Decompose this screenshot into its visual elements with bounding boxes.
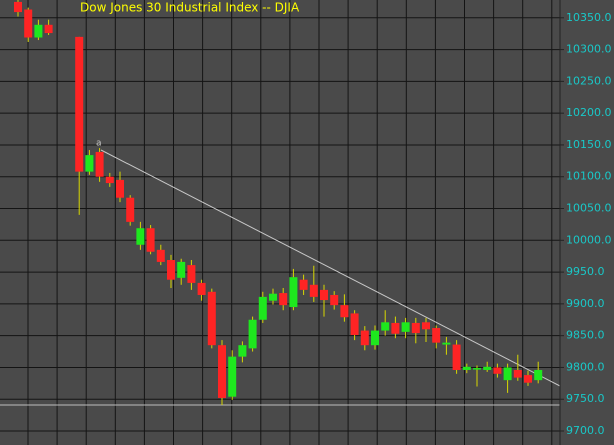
candle-body — [248, 319, 257, 349]
candle-body — [146, 228, 155, 252]
candle-body — [320, 289, 328, 301]
candle-body — [524, 375, 532, 383]
candle-body — [279, 293, 288, 306]
candle-body — [371, 330, 379, 346]
candle-body — [534, 369, 543, 381]
candle-body — [14, 1, 22, 13]
candle-body — [218, 345, 226, 398]
candle-body — [381, 322, 390, 331]
y-tick-label: 9850.0 — [566, 329, 605, 342]
candle-body — [105, 176, 114, 184]
candle-body — [258, 296, 267, 320]
y-tick-label: 9700.0 — [566, 424, 605, 437]
candle-body — [156, 249, 165, 262]
candle-body — [238, 345, 247, 357]
y-tick-label: 10000.0 — [566, 233, 612, 246]
candle-body — [299, 279, 308, 290]
candle-body — [391, 322, 400, 334]
y-tick-label: 10050.0 — [566, 202, 612, 215]
candle-body — [34, 24, 43, 38]
candle-body — [462, 366, 471, 370]
candle-body — [360, 330, 369, 346]
candle-body — [432, 328, 441, 343]
annotation: a — [96, 139, 102, 149]
candle-body — [401, 322, 410, 332]
candle-body — [452, 344, 461, 370]
candle-body — [167, 260, 175, 280]
candle-body — [75, 36, 84, 172]
candle-body — [24, 9, 33, 38]
y-tick-label: 9800.0 — [566, 360, 605, 373]
candle-body — [95, 151, 104, 177]
candle-body — [309, 284, 318, 297]
candle-body — [493, 367, 502, 374]
candle-body — [350, 313, 359, 336]
y-tick-label: 10250.0 — [566, 74, 612, 87]
candle-body — [289, 277, 298, 308]
chart-title: Dow Jones 30 Industrial Index -- DJIA — [80, 1, 300, 15]
candle-body — [483, 366, 492, 370]
candle-body — [269, 293, 277, 301]
y-tick-label: 9750.0 — [566, 392, 605, 405]
candle-body — [187, 265, 196, 283]
trend-line — [100, 149, 561, 387]
grid — [0, 0, 560, 445]
candle-body — [207, 291, 216, 346]
candle-body — [126, 197, 135, 222]
y-tick-label: 10100.0 — [566, 170, 612, 183]
candle-body — [177, 261, 186, 278]
candle-body — [340, 305, 349, 318]
candle-body — [136, 228, 145, 245]
y-tick-label: 10150.0 — [566, 138, 612, 151]
y-tick-label: 9900.0 — [566, 297, 605, 310]
candle-body — [44, 24, 53, 34]
candle-body — [422, 322, 430, 330]
candle-body — [197, 282, 206, 295]
y-tick-label: 10300.0 — [566, 43, 612, 56]
candle-body — [513, 369, 522, 378]
candle-body — [228, 356, 237, 397]
candle-body — [503, 367, 512, 381]
candle-body — [442, 342, 451, 345]
y-tick-label: 9950.0 — [566, 265, 605, 278]
candle-body — [473, 368, 481, 370]
y-tick-label: 10200.0 — [566, 106, 612, 119]
candle-body — [330, 294, 339, 306]
candle-body — [411, 322, 420, 334]
candle-body — [116, 179, 124, 198]
y-tick-label: 10350.0 — [566, 11, 612, 24]
candle-body — [85, 155, 94, 172]
